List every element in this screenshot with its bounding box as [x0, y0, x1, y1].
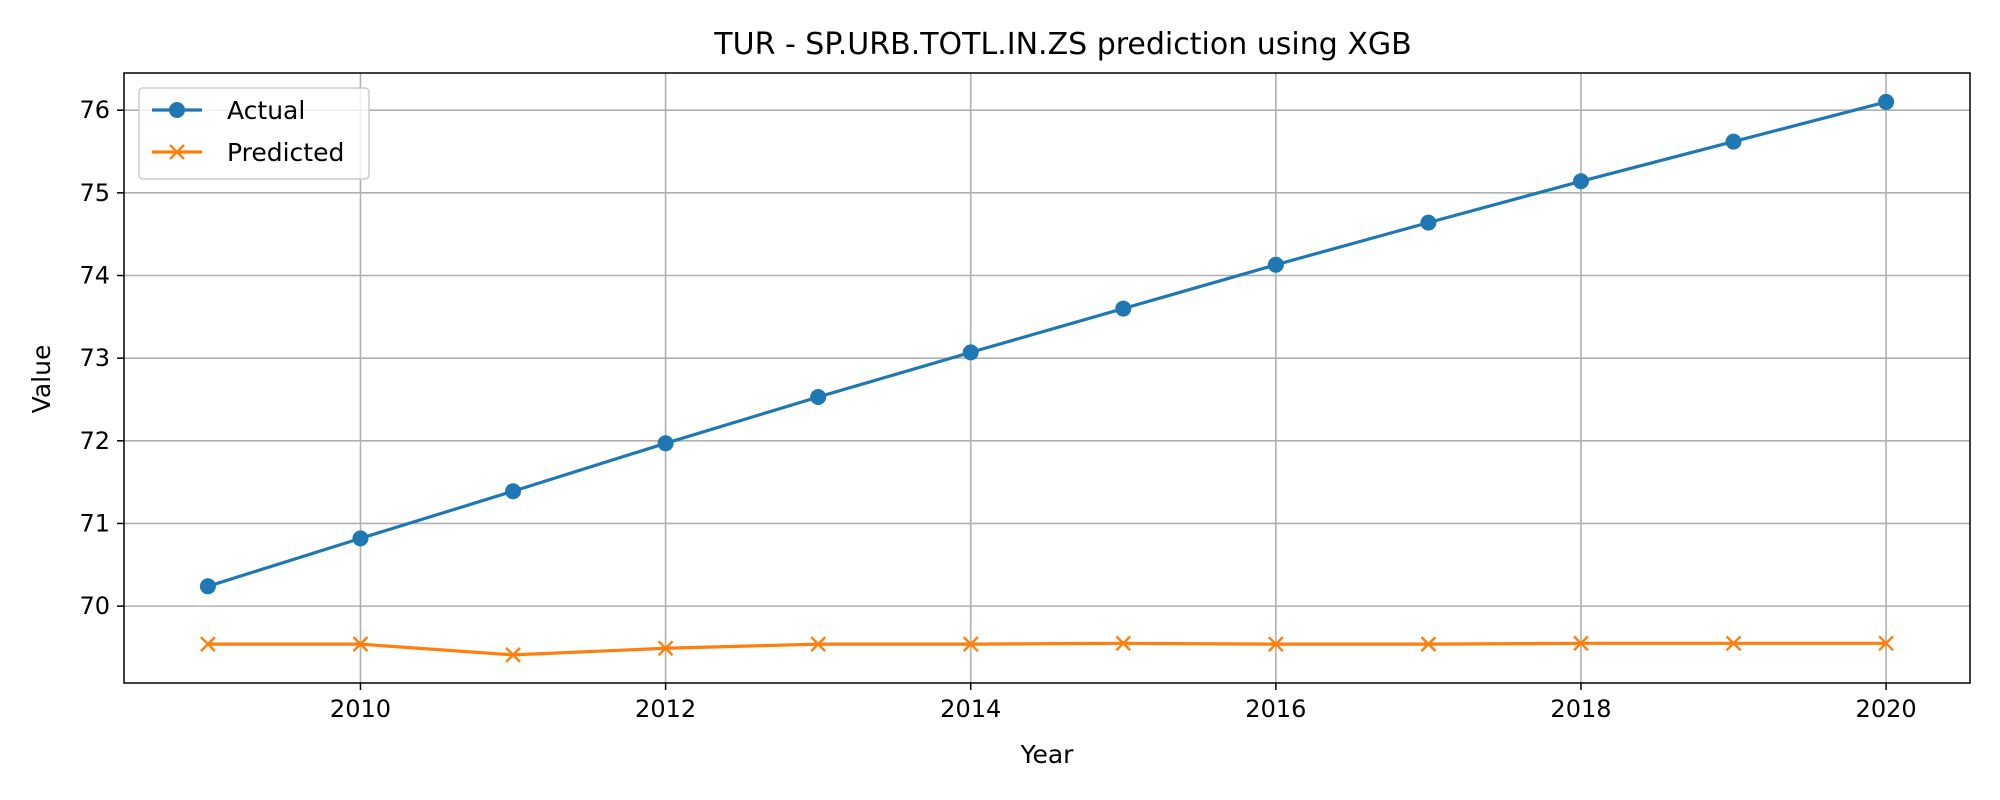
data-point [1878, 93, 1895, 110]
legend-label: Predicted [227, 138, 344, 167]
y-axis: 70 71 72 73 74 75 76 [79, 96, 124, 620]
x-tick-label: 2018 [1550, 695, 1611, 723]
legend-label: Actual [227, 96, 305, 125]
x-tick-label: 2020 [1856, 695, 1917, 723]
data-point [962, 344, 979, 361]
data-point [1573, 635, 1589, 652]
data-point [962, 636, 979, 653]
x-tick-label: 2010 [330, 695, 391, 723]
grid [124, 73, 1970, 683]
data-point [505, 647, 521, 663]
x-tick-label: 2012 [635, 695, 696, 723]
x-tick-label: 2014 [940, 695, 1001, 723]
series-line [207, 100, 1887, 588]
y-tick-label: 75 [79, 179, 110, 207]
data-point [1420, 636, 1437, 653]
data-point [1115, 635, 1132, 652]
y-tick-label: 74 [79, 262, 110, 290]
data-point [1725, 635, 1742, 652]
data-point [1267, 636, 1284, 653]
data-point [200, 636, 216, 653]
data-point [1878, 635, 1894, 652]
data-point [352, 530, 369, 547]
legend-item: Predicted [152, 138, 344, 167]
chart-title: TUR - SP.URB.TOTL.IN.ZS prediction using… [713, 27, 1411, 62]
y-tick-label: 76 [79, 96, 110, 124]
data-point [810, 636, 827, 653]
data-point [1267, 256, 1284, 273]
data-point [1420, 214, 1437, 231]
y-tick-label: 71 [79, 509, 110, 537]
data-point [352, 636, 369, 653]
data-point [810, 389, 827, 406]
x-axis-label: Year [1020, 740, 1075, 769]
series-predicted [200, 635, 1894, 663]
data-point [1725, 133, 1742, 150]
legend-item: Actual [152, 96, 305, 125]
data-point [505, 483, 522, 500]
legend-marker [169, 144, 185, 160]
legend: Actual Predicted [138, 87, 370, 180]
legend-marker [169, 102, 185, 118]
data-point [1115, 300, 1132, 317]
y-tick-label: 73 [79, 344, 110, 372]
y-tick-label: 72 [79, 427, 110, 455]
series-actual [199, 93, 1895, 595]
x-tick-label: 2016 [1245, 695, 1306, 723]
data-point [657, 640, 674, 657]
plot-frame [123, 72, 1971, 684]
series-line [207, 641, 1887, 657]
series-layer [199, 93, 1895, 663]
data-point [1572, 173, 1589, 190]
data-point [657, 435, 674, 452]
y-tick-label: 70 [79, 592, 110, 620]
y-axis-label: Value [27, 345, 56, 414]
x-axis: 2010 2012 2014 2016 2018 2020 [330, 683, 1917, 723]
data-point [199, 578, 216, 595]
